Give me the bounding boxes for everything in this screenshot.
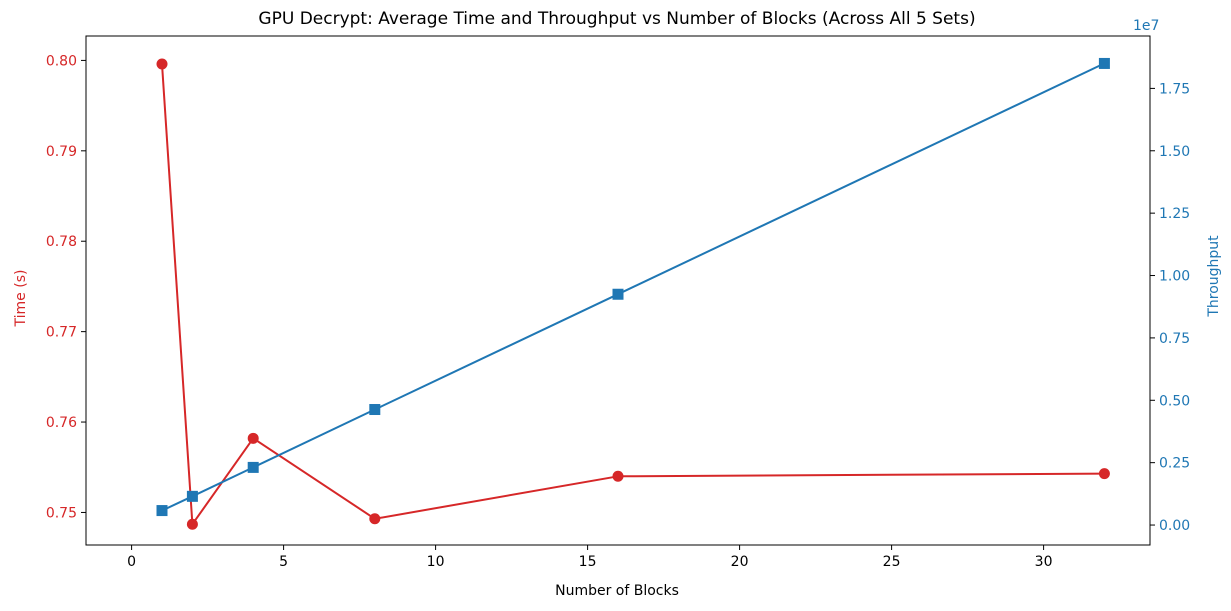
y-right-tick-label: 0.50 [1159, 393, 1190, 409]
y-axis-right-label: Throughput [1206, 235, 1222, 318]
y-right-tick-label: 0.00 [1159, 518, 1190, 534]
x-axis-label: Number of Blocks [555, 583, 679, 599]
x-tick-label: 10 [427, 554, 445, 570]
axes-layer: 0 5 10 15 20 25 30 0.75 0.76 0.77 0.78 0.79 0.80 0.00… [46, 35, 1190, 570]
x-tick-label: 5 [279, 554, 288, 570]
time-point [1098, 468, 1110, 480]
x-tick-label: 15 [579, 554, 597, 570]
time-point [186, 518, 198, 530]
y-left-tick-label: 0.79 [46, 144, 77, 160]
series-layer [156, 57, 1110, 530]
y-right-tick-label: 1.75 [1159, 81, 1190, 97]
y-right-tick-label: 1.00 [1159, 269, 1190, 285]
time-series-line [161, 63, 1105, 526]
time-point [612, 470, 624, 482]
y-left-tick-label: 0.75 [46, 505, 77, 521]
y-left-tick-label: 0.77 [46, 325, 77, 341]
time-point [369, 513, 381, 525]
throughput-point [612, 288, 624, 300]
throughput-point [1098, 57, 1110, 69]
throughput-point [186, 490, 198, 502]
y-right-tick-label: 0.25 [1159, 456, 1190, 472]
y-left-tick-label: 0.78 [46, 234, 77, 250]
y-axis-right-multiplier: 1e7 [1133, 18, 1159, 34]
time-point [247, 432, 259, 444]
throughput-point [369, 404, 381, 416]
throughput-point [156, 505, 168, 517]
throughput-point [247, 461, 259, 473]
y-left-tick-label: 0.80 [46, 53, 77, 69]
y-axis-left-label: Time (s) [13, 270, 29, 328]
y-left-tick-label: 0.76 [46, 415, 77, 431]
x-tick-label: 25 [883, 554, 901, 570]
y-right-tick-label: 1.25 [1159, 206, 1190, 222]
throughput-series-line [161, 62, 1105, 512]
x-tick-label: 20 [731, 554, 749, 570]
y-right-tick-label: 1.50 [1159, 144, 1190, 160]
y-right-tick-label: 0.75 [1159, 331, 1190, 347]
x-tick-label: 30 [1035, 554, 1053, 570]
chart-title: GPU Decrypt: Average Time and Throughput… [258, 9, 975, 29]
x-tick-label: 0 [127, 554, 136, 570]
plot-frame [85, 35, 1151, 546]
time-point [156, 58, 168, 70]
